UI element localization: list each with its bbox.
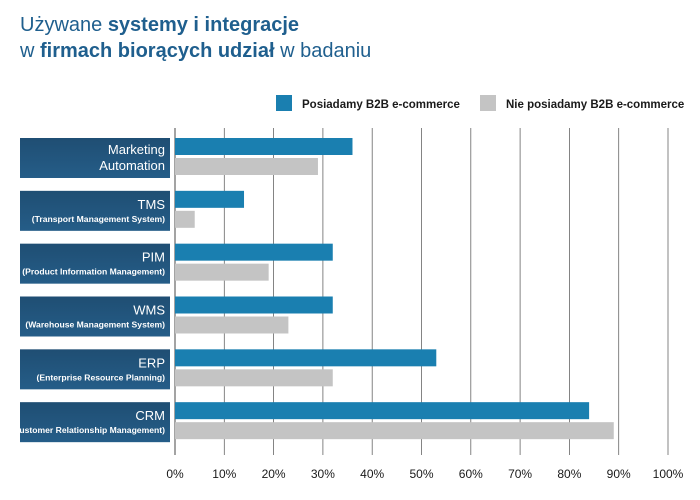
- category-label-sub: (Enterprise Resource Planning): [37, 372, 166, 382]
- x-tick-label: 70%: [508, 467, 532, 481]
- chart-title-run: Używane: [20, 14, 108, 36]
- bar-b2b: [175, 138, 353, 155]
- category-label-main: PIM: [142, 250, 165, 265]
- chart-title: Używane systemy i integracje w firmach b…: [20, 12, 580, 64]
- x-tick-label: 40%: [360, 467, 384, 481]
- bar-b2b: [175, 243, 333, 261]
- x-tick-label: 0%: [166, 467, 184, 481]
- x-tick-label: 90%: [607, 467, 631, 481]
- category-label-sub: (Transport Management System): [32, 214, 165, 224]
- x-tick-label: 60%: [459, 467, 483, 481]
- category-label-sub: (Customer Relationship Management): [10, 425, 165, 435]
- category-label-box: [20, 243, 170, 284]
- x-tick-label: 80%: [557, 467, 581, 481]
- chart-title-run: firmach biorących udział: [40, 40, 275, 62]
- legend-swatch: [276, 95, 292, 111]
- bar-no-b2b: [175, 422, 614, 440]
- bar-b2b: [175, 296, 333, 314]
- category-label-sub: (Warehouse Management System): [25, 320, 165, 330]
- bar-no-b2b: [175, 263, 269, 281]
- category-label-main: CRM: [135, 408, 165, 423]
- chart-title-line-1: Używane systemy i integracje: [20, 12, 580, 38]
- category-label-main: TMS: [138, 197, 166, 212]
- chart-title-line-2: w firmach biorących udział w badaniu: [20, 38, 580, 64]
- category-label-main: WMS: [133, 303, 165, 318]
- category-label-sub: Automation: [99, 158, 165, 173]
- x-tick-label: 10%: [212, 467, 236, 481]
- category-label-box: [20, 138, 170, 178]
- bar-b2b: [175, 402, 590, 420]
- chart-title-run: w: [20, 40, 40, 62]
- chart-title-run: w badaniu: [274, 40, 372, 62]
- bar-no-b2b: [175, 210, 195, 228]
- category-label-box: [20, 296, 170, 337]
- x-tick-label: 30%: [311, 467, 335, 481]
- x-tick-label: 100%: [653, 467, 684, 481]
- legend-label: Posiadamy B2B e-commerce: [302, 99, 460, 111]
- legend-swatch: [480, 95, 496, 111]
- chart-gridlines: [174, 128, 669, 455]
- x-tick-label: 50%: [409, 467, 433, 481]
- category-label-box: [20, 402, 170, 443]
- category-label-box: [20, 190, 170, 231]
- bar-no-b2b: [175, 316, 289, 334]
- bar-b2b: [175, 349, 437, 367]
- bar-no-b2b: [175, 158, 318, 175]
- x-axis-tick-labels: 0% 10% 20% 30% 40% 50% 60% 70% 80% 90% 100%: [166, 467, 683, 481]
- chart-bars: [175, 138, 614, 440]
- category-label-main: Marketing: [108, 142, 165, 157]
- chart-title-run: systemy i integracje: [107, 14, 300, 36]
- chart-legend: Posiadamy B2B e-commerce Nie posiadamy B2…: [276, 95, 684, 111]
- category-label-sub: (Product Information Management): [22, 267, 165, 277]
- x-tick-label: 20%: [262, 467, 286, 481]
- category-label-main: ERP: [138, 355, 165, 370]
- bar-b2b: [175, 190, 245, 208]
- legend-label: Nie posiadamy B2B e-commerce: [506, 99, 684, 111]
- category-label-box: [20, 349, 170, 390]
- bar-no-b2b: [175, 369, 333, 387]
